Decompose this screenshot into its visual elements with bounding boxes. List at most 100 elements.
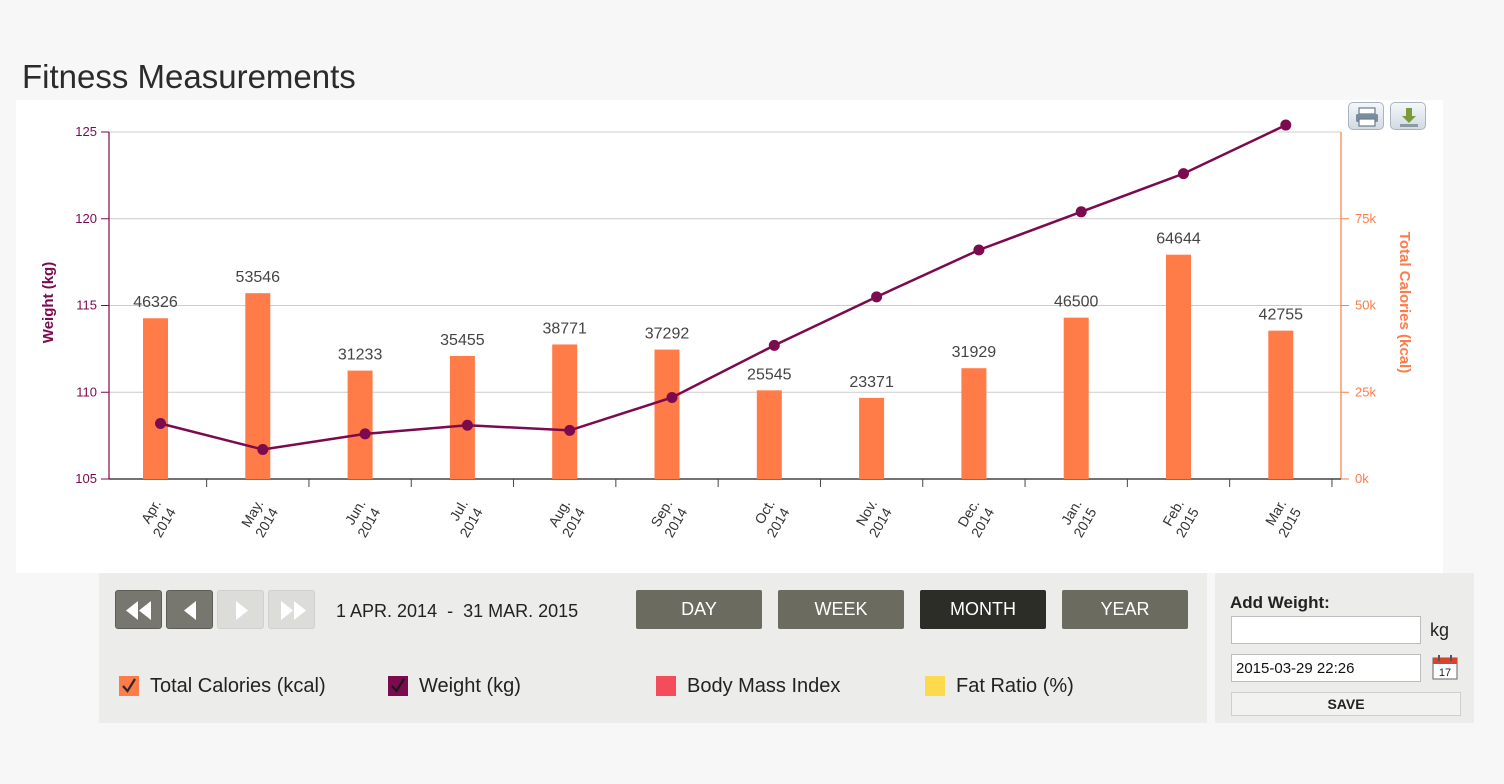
chart: 105 110 115 120 125 0k 25k 50k 75k Weight (kg) Tot… bbox=[40, 119, 1413, 540]
x-axis-tick-label: Apr.2014 bbox=[135, 496, 179, 540]
calories-bar bbox=[1063, 317, 1089, 479]
right-axis-tick-label: 25k bbox=[1355, 384, 1376, 399]
legend-body-mass-index[interactable]: Body Mass Index bbox=[656, 673, 840, 699]
print-icon[interactable] bbox=[1348, 102, 1384, 130]
legend-total-calories[interactable]: Total Calories (kcal) bbox=[119, 673, 326, 699]
double-right-arrow-icon bbox=[281, 601, 306, 620]
weight-input[interactable] bbox=[1231, 616, 1421, 644]
legend-weight[interactable]: Weight (kg) bbox=[388, 673, 521, 699]
right-axis-tick-label: 0k bbox=[1355, 471, 1369, 486]
weight-point bbox=[768, 339, 780, 351]
previous-period-button[interactable] bbox=[166, 590, 213, 629]
right-axis-tick-label: 75k bbox=[1355, 211, 1376, 226]
weight-checkbox[interactable] bbox=[388, 676, 408, 696]
legend-label: Weight (kg) bbox=[419, 674, 521, 697]
x-axis-tick-label: Nov.2014 bbox=[851, 496, 895, 540]
left-axis-tick-label: 125 bbox=[75, 124, 97, 139]
weight-point bbox=[1075, 206, 1087, 218]
right-axis-tick-label: 50k bbox=[1355, 298, 1376, 313]
legend-label: Fat Ratio (%) bbox=[956, 674, 1074, 697]
weight-point bbox=[1280, 119, 1292, 131]
weight-point bbox=[564, 424, 576, 436]
calories-checkbox[interactable] bbox=[119, 676, 139, 696]
weight-point bbox=[666, 391, 678, 403]
calories-bar bbox=[859, 397, 885, 479]
first-period-button[interactable] bbox=[115, 590, 162, 629]
date-range: 1 APR. 2014 - 31 MAR. 2015 bbox=[336, 601, 579, 621]
left-axis-tick-label: 115 bbox=[76, 298, 97, 313]
x-axis-tick-label: Dec.2014 bbox=[953, 496, 997, 540]
download-icon[interactable] bbox=[1390, 102, 1426, 130]
weight-point bbox=[257, 444, 269, 456]
check-icon bbox=[122, 678, 136, 693]
right-arrow-icon bbox=[236, 601, 248, 620]
double-left-arrow-icon bbox=[126, 601, 151, 620]
x-axis-tick-label: Sep.2014 bbox=[646, 496, 690, 540]
x-axis-tick-label: Jul.2014 bbox=[442, 496, 486, 540]
calories-bar bbox=[654, 349, 680, 479]
last-period-button[interactable] bbox=[268, 590, 315, 629]
week-button[interactable]: WEEK bbox=[778, 590, 904, 629]
calories-data-label: 31929 bbox=[952, 344, 997, 361]
bmi-checkbox[interactable] bbox=[656, 676, 676, 696]
left-axis-tick-label: 120 bbox=[75, 211, 97, 226]
calories-data-label: 25545 bbox=[747, 366, 792, 383]
check-icon bbox=[391, 678, 405, 693]
weight-point bbox=[871, 291, 883, 303]
day-button[interactable]: DAY bbox=[636, 590, 762, 629]
page-title: Fitness Measurements bbox=[22, 58, 356, 95]
weight-point bbox=[973, 244, 985, 256]
legend-label: Body Mass Index bbox=[687, 674, 841, 697]
x-axis-tick-label: Feb.2015 bbox=[1158, 496, 1202, 540]
month-button[interactable]: MONTH bbox=[920, 590, 1046, 629]
calendar-icon[interactable]: 17 bbox=[1432, 654, 1458, 680]
calendar-day: 17 bbox=[1439, 667, 1451, 679]
calories-data-label: 42755 bbox=[1259, 307, 1304, 324]
weight-point bbox=[461, 419, 473, 431]
weight-point bbox=[359, 428, 371, 440]
left-axis-tick-label: 105 bbox=[75, 471, 97, 486]
add-weight-label: Add Weight: bbox=[1230, 593, 1330, 612]
x-axis-tick-label: Oct.2014 bbox=[748, 496, 792, 540]
calories-bar bbox=[1268, 330, 1294, 479]
left-arrow-icon bbox=[184, 601, 196, 620]
left-axis-title: Weight (kg) bbox=[40, 262, 57, 343]
calories-bar bbox=[961, 368, 987, 479]
legend-fat-ratio[interactable]: Fat Ratio (%) bbox=[925, 673, 1074, 699]
year-button[interactable]: YEAR bbox=[1062, 590, 1188, 629]
chart-panel: 105 110 115 120 125 0k 25k 50k 75k Weight (kg) Tot… bbox=[16, 100, 1443, 573]
calories-bar bbox=[449, 355, 475, 479]
calories-data-label: 46326 bbox=[133, 294, 178, 311]
calories-data-label: 23371 bbox=[849, 374, 894, 391]
next-period-button[interactable] bbox=[217, 590, 264, 629]
weight-point bbox=[1178, 168, 1189, 180]
date-input[interactable] bbox=[1231, 654, 1421, 682]
weight-unit: kg bbox=[1430, 620, 1450, 640]
weight-point bbox=[155, 417, 166, 429]
save-button[interactable]: SAVE bbox=[1231, 692, 1461, 716]
x-axis-tick-label: Jun.2014 bbox=[339, 496, 383, 540]
fat-ratio-checkbox[interactable] bbox=[925, 676, 945, 696]
calories-data-label: 35455 bbox=[440, 332, 485, 349]
controls-panel: 1 APR. 2014 - 31 MAR. 2015 DAY WEEK MONT… bbox=[99, 573, 1207, 723]
calories-bar bbox=[143, 318, 168, 479]
calories-bar bbox=[347, 370, 373, 479]
calories-data-label: 53546 bbox=[236, 269, 281, 286]
calories-data-label: 38771 bbox=[542, 320, 587, 337]
left-axis-tick-label: 110 bbox=[76, 384, 97, 399]
x-axis-tick-label: Aug.2014 bbox=[544, 496, 588, 540]
calories-data-label: 64644 bbox=[1156, 231, 1201, 248]
calories-bar bbox=[552, 344, 578, 479]
add-weight-panel: Add Weight: kg 17 SAVE bbox=[1215, 573, 1474, 723]
legend-label: Total Calories (kcal) bbox=[150, 674, 326, 697]
calories-data-label: 37292 bbox=[645, 326, 690, 343]
calories-bar bbox=[756, 390, 782, 479]
x-axis-tick-label: May.2014 bbox=[237, 496, 281, 540]
x-axis-tick-label: Mar.2015 bbox=[1260, 496, 1304, 540]
calories-data-label: 31233 bbox=[338, 347, 383, 364]
right-axis-title: Total Calories (kcal) bbox=[1396, 232, 1413, 373]
calories-bar bbox=[1166, 254, 1191, 479]
calories-data-label: 46500 bbox=[1054, 294, 1099, 311]
x-axis-tick-label: Jan.2015 bbox=[1055, 496, 1099, 540]
weight-line bbox=[160, 123, 1287, 451]
